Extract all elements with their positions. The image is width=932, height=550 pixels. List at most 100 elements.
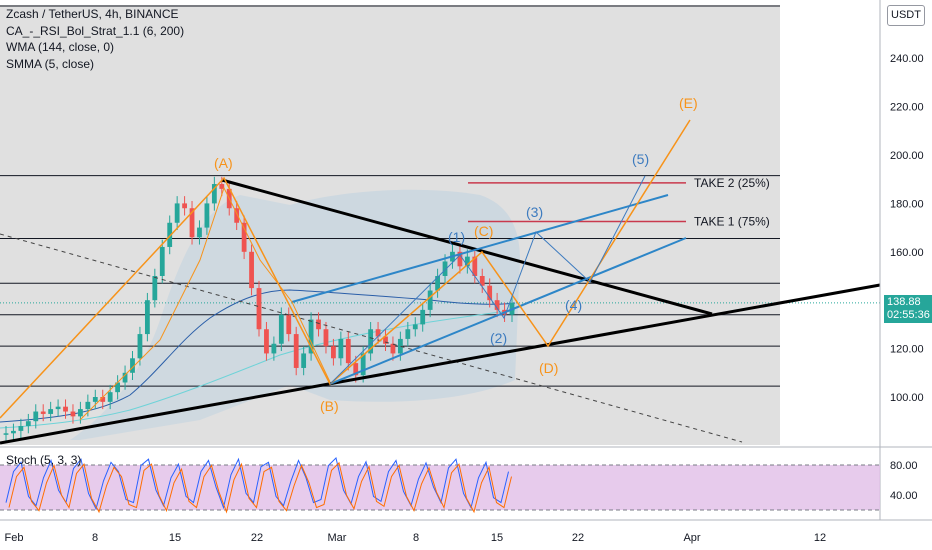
time-tick-label: 8 bbox=[413, 532, 419, 544]
wave-label-3: (3) bbox=[526, 204, 543, 220]
candle-body bbox=[122, 372, 128, 383]
candle-body bbox=[286, 314, 292, 335]
candle-body bbox=[115, 382, 121, 393]
candle-body bbox=[457, 251, 463, 267]
candle-body bbox=[40, 411, 46, 414]
price-tick-label: 100.00 bbox=[890, 392, 924, 404]
candle-body bbox=[92, 397, 98, 402]
candle-body bbox=[345, 338, 351, 364]
wave-label-a: (A) bbox=[214, 155, 233, 171]
wave-label-d: (D) bbox=[539, 360, 558, 376]
candle-body bbox=[301, 353, 307, 368]
candle-body bbox=[420, 309, 426, 325]
candle-body bbox=[78, 409, 83, 417]
symbol-title: Zcash / TetherUS, 4h, BINANCE bbox=[6, 7, 179, 21]
candle-body bbox=[137, 334, 143, 359]
candle-body bbox=[494, 300, 500, 310]
wave-label-1: (1) bbox=[448, 229, 465, 245]
candle-body bbox=[479, 276, 485, 286]
candle-body bbox=[152, 276, 158, 301]
time-tick-label: 8 bbox=[92, 532, 98, 544]
candle-body bbox=[25, 421, 31, 427]
stoch-band bbox=[0, 465, 880, 510]
candle-body bbox=[241, 222, 247, 252]
candle-body bbox=[278, 314, 284, 344]
candle-body bbox=[189, 208, 195, 238]
candle-body bbox=[472, 256, 478, 276]
smma-line bbox=[0, 309, 516, 429]
candle-body bbox=[375, 329, 381, 337]
candle-body bbox=[33, 411, 39, 422]
indicator-smma[interactable]: SMMA (5, close) bbox=[6, 56, 95, 71]
stoch-k-line bbox=[5, 456, 509, 511]
candle-body bbox=[390, 343, 396, 354]
candle-body bbox=[159, 246, 165, 276]
candle-body bbox=[405, 329, 411, 339]
stoch-legend[interactable]: Stoch (5, 3, 3) bbox=[6, 453, 82, 467]
candle-body bbox=[264, 329, 269, 354]
candle-body bbox=[427, 290, 433, 310]
time-tick-label: Apr bbox=[683, 532, 700, 544]
candle-body bbox=[211, 184, 217, 204]
stoch-tick-80: 80.00 bbox=[890, 460, 918, 472]
wave-label-4: (4) bbox=[565, 297, 582, 313]
dashed-trendline bbox=[0, 233, 743, 443]
candle-body bbox=[331, 346, 336, 359]
candle-body bbox=[18, 426, 24, 431]
candle-body bbox=[249, 251, 254, 289]
triangle-resistance-line bbox=[221, 178, 713, 316]
last-price-tag: 138.88 02:55:36 bbox=[884, 295, 932, 323]
price-tick-label: 220.00 bbox=[890, 102, 924, 114]
abcde-inner-path bbox=[79, 186, 331, 421]
countdown-timer: 02:55:36 bbox=[887, 309, 930, 321]
abcde-wave-path bbox=[0, 119, 691, 419]
candle-body bbox=[11, 430, 16, 434]
time-tick-label: 22 bbox=[572, 532, 584, 544]
candle-body bbox=[442, 261, 448, 276]
channel-lower-line bbox=[329, 237, 687, 385]
candle-body bbox=[197, 227, 202, 238]
candle-body bbox=[3, 433, 9, 435]
time-tick-label: Mar bbox=[328, 532, 347, 544]
time-tick-label: 15 bbox=[491, 532, 503, 544]
candle-body bbox=[70, 411, 76, 417]
candle-body bbox=[464, 256, 470, 267]
candle-body bbox=[316, 319, 321, 330]
candle-body bbox=[63, 406, 68, 412]
stoch-d-line bbox=[8, 461, 512, 514]
candle-body bbox=[204, 203, 210, 228]
price-tick-label: 200.00 bbox=[890, 150, 924, 162]
candle-body bbox=[412, 324, 418, 330]
take-1-label: TAKE 1 (75%) bbox=[694, 215, 770, 229]
candle-body bbox=[48, 409, 54, 414]
candle-body bbox=[353, 363, 359, 376]
candle-body bbox=[219, 184, 225, 189]
triangle-support-line bbox=[0, 283, 881, 445]
take-2-label: TAKE 2 (25%) bbox=[694, 176, 770, 190]
bollinger-zone-left bbox=[70, 195, 290, 440]
wave-label-5: (5) bbox=[632, 151, 649, 167]
candle-body bbox=[107, 392, 113, 402]
candle-body bbox=[55, 406, 61, 410]
candle-body bbox=[174, 203, 180, 223]
chart-legend: Zcash / TetherUS, 4h, BINANCE CA_-_RSI_B… bbox=[6, 6, 184, 72]
candle-body bbox=[360, 353, 366, 376]
candle-body bbox=[293, 334, 299, 368]
indicator-wma[interactable]: WMA (144, close, 0) bbox=[6, 40, 115, 54]
wave-label-e: (E) bbox=[679, 95, 698, 111]
time-tick-label: 22 bbox=[251, 532, 263, 544]
indicator-rsi-bol[interactable]: CA_-_RSI_Bol_Strat_1.1 (6, 200) bbox=[6, 23, 185, 38]
candle-body bbox=[85, 401, 91, 410]
candle-body bbox=[100, 397, 106, 402]
last-price-value: 138.88 bbox=[887, 296, 921, 308]
currency-button[interactable]: USDT bbox=[887, 5, 925, 26]
candle-body bbox=[182, 203, 187, 209]
candle-body bbox=[234, 208, 240, 223]
time-tick-label: 12 bbox=[814, 532, 826, 544]
wave-label-c: (C) bbox=[474, 223, 493, 239]
candle-body bbox=[308, 319, 314, 354]
candle-body bbox=[397, 338, 403, 354]
wave-label-2: (2) bbox=[490, 330, 507, 346]
time-tick-label: Feb bbox=[5, 532, 24, 544]
